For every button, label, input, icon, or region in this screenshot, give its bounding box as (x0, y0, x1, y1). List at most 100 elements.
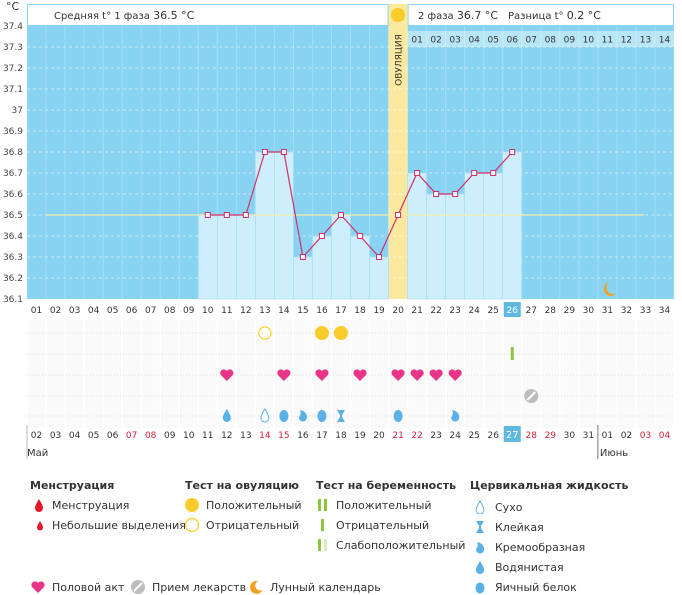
y-tick-label: 36.4 (3, 232, 23, 242)
y-axis-unit: °C (6, 0, 20, 13)
calendar-date-label: 04 (659, 431, 671, 441)
temp-bar (197, 214, 218, 300)
calendar-date-label: 20 (373, 431, 385, 441)
legend-pregnancy-negative: Отрицательный (336, 519, 430, 532)
cervical-eggwhite-icon (475, 582, 485, 594)
legend-cervical-title: Цервикальная жидкость (470, 479, 629, 492)
phase1-label: Средняя t° 1 фаза (54, 11, 150, 22)
cervical-eggwhite-marker (393, 410, 403, 422)
cycle-day-label: 30 (583, 306, 595, 316)
y-tick-label: 37.2 (3, 64, 23, 74)
cervical-watery-marker (222, 409, 231, 422)
phase2-day-label: 09 (564, 36, 576, 46)
phase2-day-label: 02 (430, 36, 441, 46)
phase2-day-label: 04 (468, 36, 480, 46)
cycle-day-label: 25 (487, 306, 498, 316)
cycle-day-label: 12 (240, 306, 251, 316)
temp-bar (236, 214, 256, 300)
temperature-point (414, 170, 421, 176)
pregnancy-positive-icon (318, 499, 327, 511)
calendar-date-label: 31 (583, 431, 594, 441)
cycle-day-label: 02 (50, 306, 61, 316)
intercourse-heart (353, 369, 367, 381)
y-tick-label: 36.5 (3, 211, 23, 221)
y-tick-label: 37.3 (3, 43, 23, 53)
diff-value: 0.2 °C (566, 9, 601, 22)
temperature-point (509, 149, 516, 155)
cycle-day-label: 04 (88, 306, 100, 316)
legend-pregnancy-positive: Положительный (336, 499, 432, 512)
temperature-point (299, 254, 306, 260)
diff-summary: Разница t° 0.2 °C (508, 9, 601, 22)
phase2-day-label: 05 (487, 36, 498, 46)
y-tick-label: 36.3 (3, 253, 23, 263)
temperature-point (242, 212, 249, 218)
calendar-date-label: 08 (145, 431, 157, 441)
intercourse-heart (410, 369, 424, 381)
calendar-date-label: 28 (526, 431, 538, 441)
calendar-date-label: 22 (411, 431, 422, 441)
y-tick-label: 37 (12, 106, 23, 116)
intercourse-heart (277, 369, 291, 381)
cycle-day-label: 18 (354, 306, 366, 316)
calendar-date-label: 02 (31, 431, 42, 441)
moon-icon (250, 580, 263, 594)
calendar-date-label: 09 (164, 431, 176, 441)
phase2-day-label: 13 (640, 36, 651, 46)
legend-cervical-sticky: Клейкая (495, 521, 544, 534)
phase2-day-label: 10 (583, 36, 595, 46)
calendar-date-label: 11 (202, 431, 213, 441)
phase1-header-box (27, 4, 389, 26)
intercourse-heart (448, 369, 462, 381)
phase2-day-row (407, 31, 674, 47)
diff-label: Разница t° (508, 11, 564, 22)
calendar-date-label: 15 (278, 431, 289, 441)
cycle-day-label: 01 (31, 306, 42, 316)
temp-bar (464, 172, 485, 300)
cervical-dry-icon (475, 500, 485, 514)
phase2-day-label: 12 (621, 36, 632, 46)
y-tick-label: 37.4 (3, 22, 23, 32)
calendar-date-label: 02 (621, 431, 632, 441)
cervical-creamy-icon (476, 542, 485, 554)
calendar-date-label: 16 (297, 431, 309, 441)
calendar-date-label: 07 (126, 431, 137, 441)
legend-intercourse: Половой акт (52, 581, 125, 594)
ovulation-sun-icon (391, 8, 406, 22)
cycle-day-label: 09 (183, 306, 195, 316)
cycle-day-label: 11 (221, 306, 232, 316)
calendar-date-label: 26 (487, 431, 499, 441)
temp-bar (293, 256, 313, 300)
cycle-day-label: 24 (468, 306, 480, 316)
calendar-date-label: 10 (183, 431, 195, 441)
cervical-creamy-marker (298, 410, 307, 422)
cycle-day-label: 08 (164, 306, 176, 316)
calendar-date-label: 24 (449, 431, 461, 441)
month2-label: Июнь (600, 448, 628, 459)
cervical-creamy-marker (451, 410, 460, 422)
legend-ovulation-test-title: Тест на овуляцию (185, 479, 299, 492)
intercourse-heart (391, 369, 405, 381)
phase1-summary: Средняя t° 1 фаза 36.5 °C (54, 9, 194, 22)
phase2-value: 36.7 °C (456, 9, 499, 22)
current-day-highlight (503, 302, 521, 317)
cycle-day-label: 15 (297, 306, 308, 316)
temperature-point (280, 149, 287, 155)
medicine-marker-line (526, 391, 536, 401)
calendar-date-label: 21 (392, 431, 403, 441)
y-tick-label: 36.1 (3, 295, 23, 305)
calendar-date-label: 01 (602, 431, 613, 441)
temperature-point (452, 191, 459, 197)
temp-bar (426, 193, 446, 300)
cervical-sticky-marker (336, 410, 345, 422)
calendar-date-label: 29 (545, 431, 557, 441)
temperature-point (357, 233, 364, 239)
cycle-day-label: 31 (602, 306, 613, 316)
ovulation-test-positive (333, 326, 348, 340)
phase2-day-label: 11 (602, 36, 613, 46)
cervical-sticky-icon (476, 521, 484, 533)
phase2-day-label: 14 (659, 36, 671, 46)
legend-moon: Лунный календарь (270, 581, 381, 594)
ovulation-positive-icon (185, 498, 199, 512)
calendar-date-label: 25 (468, 431, 479, 441)
